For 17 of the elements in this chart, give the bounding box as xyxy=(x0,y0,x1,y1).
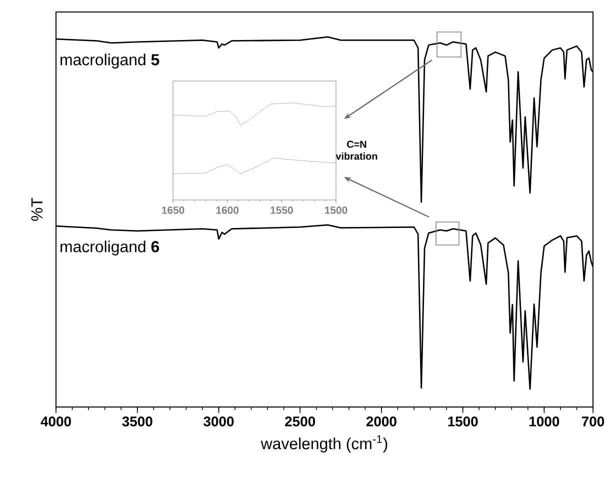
y-axis-title: %T xyxy=(31,198,42,221)
series-label: macroligand 5 xyxy=(60,54,160,69)
series-label: macroligand 6 xyxy=(60,240,160,256)
x-tick-label: 4000 xyxy=(40,416,71,426)
x-tick-label: 1550 xyxy=(270,206,293,214)
x-tick-label: 1650 xyxy=(162,206,184,214)
x-tick-label: 700 xyxy=(582,416,604,426)
x-tick-label: 1500 xyxy=(448,416,478,426)
x-tick-label: 1600 xyxy=(216,206,239,214)
x-tick-label: 2000 xyxy=(366,416,396,426)
x-tick-label: 3000 xyxy=(204,416,234,426)
x-tick-label: 3500 xyxy=(122,416,152,426)
x-tick-label: 1000 xyxy=(530,416,560,426)
x-axis-title: wavelength (cm$^{-1}$) xyxy=(260,435,388,452)
annotation: C=N vibration xyxy=(336,140,378,160)
x-tick-label: 1500 xyxy=(325,206,348,214)
x-tick-label: 2500 xyxy=(285,416,316,426)
